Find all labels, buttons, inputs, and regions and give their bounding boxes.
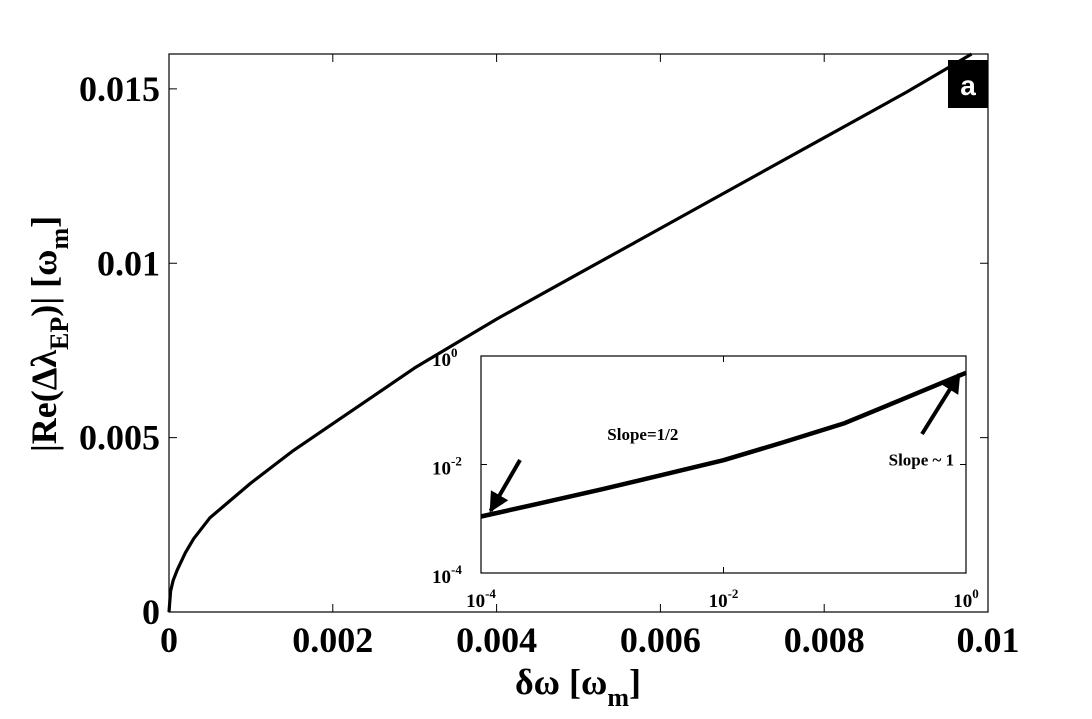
x-tick-label: 0.01	[957, 620, 1020, 660]
inset-x-tick-label: 10-2	[709, 586, 739, 612]
series-line	[167, 52, 973, 613]
x-tick-label: 0.002	[292, 620, 373, 660]
y-tick-label: 0.005	[79, 418, 160, 458]
plot-frame	[168, 53, 989, 613]
annotation-arrow-slope-one	[920, 372, 961, 436]
inset-frame	[480, 355, 967, 574]
y-tick-label: 0	[142, 592, 160, 632]
inset-x-tick-label: 10-4	[466, 586, 496, 612]
x-axis-label: δω [ωm]	[515, 662, 641, 712]
x-tick-label: 0.006	[620, 620, 701, 660]
x-tick-label: 0.004	[456, 620, 537, 660]
main-plot: 0 0.002 0.004 0.006 0.008 0.01 0 0.005 0.01 0.015…	[24, 52, 1020, 712]
panel-label: a	[960, 70, 976, 101]
panel-label-box	[948, 60, 988, 108]
y-axis-label: |Re(ΔλEP)| [ωm]	[24, 216, 74, 452]
x-tick-label: 0.008	[784, 620, 865, 660]
annotation-slope-half: Slope=1/2	[607, 425, 678, 444]
y-tick-label: 0.01	[97, 243, 160, 283]
inset-plot: 10-4 10-2 100 10-4 10-2 100 Slope=1/2 Slope ~ 1	[432, 345, 979, 612]
inset-y-tick-label: 10-4	[432, 562, 462, 588]
annotation-slope-one: Slope ~ 1	[889, 451, 955, 470]
inset-y-tick-label: 10-2	[432, 454, 462, 480]
inset-x-tick-label: 100	[953, 586, 979, 612]
x-tick-label: 0	[160, 620, 178, 660]
inset-y-tick-label: 100	[432, 345, 458, 371]
y-tick-label: 0.015	[79, 69, 160, 109]
inset-series-line	[480, 370, 967, 519]
annotation-arrow-slope-half	[488, 458, 522, 513]
